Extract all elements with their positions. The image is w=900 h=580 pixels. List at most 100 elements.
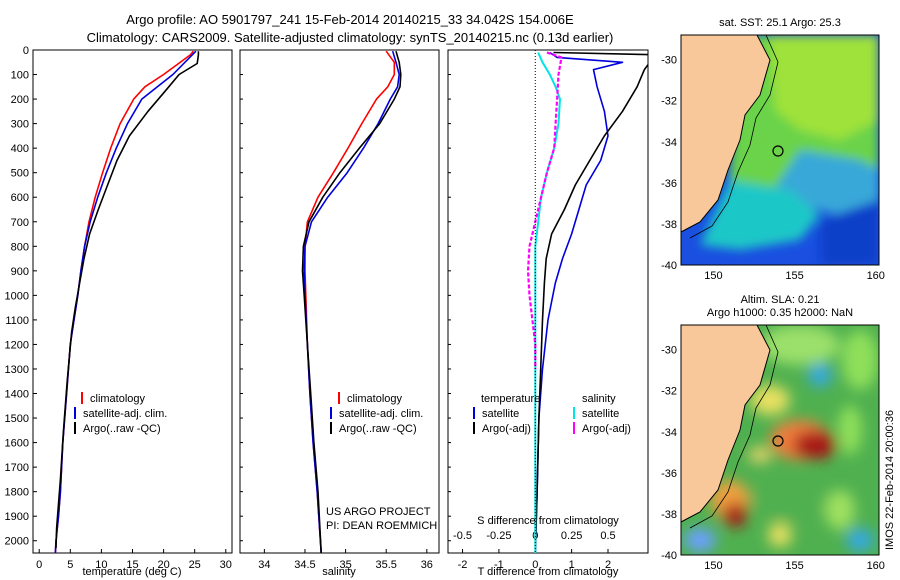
x-tick-label: 0: [532, 559, 538, 571]
map-y-tick-label: -36: [661, 178, 677, 190]
map-x-tick-label: 150: [704, 270, 722, 282]
legend-temperature-title: temperature: [481, 393, 540, 405]
map-y-tick-label: -34: [661, 427, 677, 439]
legend-salinity-title: salinity: [582, 393, 616, 405]
map-y-tick-label: -38: [661, 509, 677, 521]
y-tick-label: 500: [11, 168, 29, 180]
x-tick-label: 20: [157, 559, 169, 571]
y-tick-label: 0: [23, 45, 29, 57]
sla-map-title-line2: Argo h1000: 0.35 h2000: NaN: [707, 307, 853, 319]
x-tick-label: -2: [458, 559, 468, 571]
legend-argo: Argo(..raw -QC): [339, 423, 417, 435]
figure-title-line1: Argo profile: AO 5901797_241 15-Feb-2014…: [126, 12, 574, 27]
difference-line-argo-adj-: [534, 51, 648, 553]
legend-satellite: satellite-adj. clim.: [339, 408, 423, 420]
map-y-tick-label: -38: [661, 219, 677, 231]
map-y-tick-label: -32: [661, 96, 677, 108]
map-y-tick-label: -30: [661, 345, 677, 357]
y-tick-label: 2000: [5, 536, 29, 548]
y-tick-label: 100: [11, 70, 29, 82]
s-tick-label: 0.5: [600, 530, 615, 542]
x-tick-label: 35: [339, 559, 351, 571]
x-tick-label: 5: [67, 559, 73, 571]
legend-t-satellite: satellite: [482, 408, 519, 420]
temperature-line-argo-raw-qc-: [55, 51, 200, 549]
sla-map-title-line1: Altim. SLA: 0.21: [741, 294, 820, 306]
y-tick-label: 300: [11, 119, 29, 131]
x-tick-label: 25: [189, 559, 201, 571]
sst-map-title: sat. SST: 25.1 Argo: 25.3: [719, 17, 841, 29]
timestamp-label: IMOS 22-Feb-2014 20:00:36: [884, 410, 896, 550]
salinity-line-climatology: [304, 50, 396, 553]
temperature-legend: climatology satellite-adj. clim. Argo(..…: [74, 392, 167, 435]
map-y-tick-label: -36: [661, 468, 677, 480]
t-difference-axis-label: T difference from climatology: [478, 566, 619, 578]
y-tick-label: 600: [11, 192, 29, 204]
map-x-tick-label: 150: [704, 560, 722, 572]
sst-map: [681, 35, 879, 265]
pi-label: PI: DEAN ROEMMICH: [326, 520, 437, 532]
map-y-tick-label: -40: [661, 550, 677, 562]
y-tick-label: 1300: [5, 364, 29, 376]
y-tick-label: 1700: [5, 462, 29, 474]
y-tick-label: 1200: [5, 339, 29, 351]
axis-ticks: 0100200300400500600700800900100011001200…: [5, 45, 885, 572]
legend-climatology: climatology: [90, 393, 146, 405]
y-tick-label: 1800: [5, 487, 29, 499]
y-tick-label: 400: [11, 143, 29, 155]
difference-series-group: [526, 51, 648, 553]
x-tick-label: 35.5: [375, 559, 396, 571]
x-tick-label: 0: [36, 559, 42, 571]
y-tick-label: 1400: [5, 389, 29, 401]
salinity-series-group: [301, 50, 402, 553]
temperature-axis-label: temperature (deg C): [82, 566, 181, 578]
s-difference-label: S difference from climatology: [477, 515, 619, 527]
sst-map-frame: [680, 34, 880, 266]
y-tick-label: 200: [11, 94, 29, 106]
map-y-tick-label: -30: [661, 55, 677, 67]
map-y-tick-label: -40: [661, 260, 677, 272]
y-tick-label: 1500: [5, 413, 29, 425]
salinity-axis-label: salinity: [322, 566, 356, 578]
s-tick-label: -0.5: [453, 530, 472, 542]
x-tick-label: 36: [421, 559, 433, 571]
project-label: US ARGO PROJECT: [326, 506, 431, 518]
figure-title-line2: Climatology: CARS2009. Satellite-adjuste…: [86, 30, 614, 45]
legend-s-argo: Argo(-adj): [582, 423, 631, 435]
argo-location-marker: [772, 435, 784, 447]
salinity-line-argo-raw-qc-: [301, 50, 402, 553]
legend-climatology: climatology: [347, 393, 403, 405]
legend-satellite: satellite-adj. clim.: [83, 408, 167, 420]
difference-legend: temperature satellite Argo(-adj) salinit…: [473, 393, 631, 527]
y-tick-label: 1900: [5, 511, 29, 523]
map-x-tick-label: 160: [867, 560, 885, 572]
x-tick-label: 10: [95, 559, 107, 571]
y-tick-label: 900: [11, 266, 29, 278]
map-x-tick-label: 155: [785, 560, 803, 572]
argo-location-marker: [772, 145, 784, 157]
y-tick-label: 1000: [5, 290, 29, 302]
difference-panel-frame: [447, 49, 649, 554]
map-y-tick-label: -34: [661, 137, 677, 149]
legend-s-satellite: satellite: [582, 408, 619, 420]
difference-line-satellite: [534, 51, 624, 553]
salinity-legend: climatology satellite-adj. clim. Argo(..…: [326, 392, 437, 532]
map-y-tick-label: -32: [661, 386, 677, 398]
x-tick-label: 1: [569, 559, 575, 571]
x-tick-label: 34: [258, 559, 270, 571]
difference-line-argo-adj-: [526, 51, 563, 369]
y-tick-label: 1100: [5, 315, 29, 327]
profile-lines: [54, 50, 648, 553]
y-tick-label: 1600: [5, 438, 29, 450]
x-tick-label: 15: [126, 559, 138, 571]
legend-argo: Argo(..raw -QC): [83, 423, 161, 435]
temperature-series-group: [54, 50, 200, 553]
x-tick-label: 30: [220, 559, 232, 571]
y-tick-label: 700: [11, 217, 29, 229]
temperature-panel-frame: [32, 49, 233, 554]
x-tick-label: 34.5: [294, 559, 315, 571]
legend-t-argo: Argo(-adj): [482, 423, 531, 435]
sla-map-frame: [680, 324, 880, 556]
s-tick-label: 0.25: [561, 530, 582, 542]
